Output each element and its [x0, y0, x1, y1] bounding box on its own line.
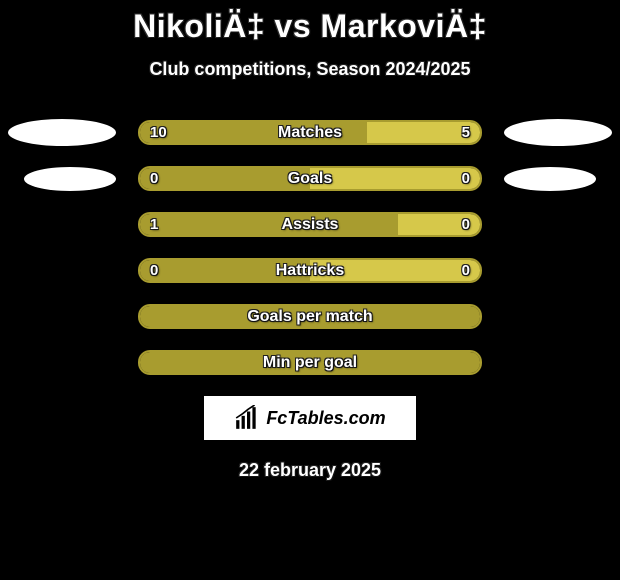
- stat-bar: Min per goal: [138, 350, 482, 375]
- subtitle: Club competitions, Season 2024/2025: [0, 59, 620, 80]
- right-value: 0: [462, 214, 470, 235]
- player-left-ellipse: [8, 119, 116, 146]
- stat-label: Min per goal: [140, 352, 480, 373]
- stat-label: Matches: [140, 122, 480, 143]
- stat-row: Min per goal: [0, 350, 620, 375]
- stat-label: Hattricks: [140, 260, 480, 281]
- footer-logo: FcTables.com: [204, 396, 416, 440]
- player-right-ellipse: [504, 119, 612, 146]
- stat-row: 10Matches5: [0, 120, 620, 145]
- comparison-infographic: NikoliÄ‡ vs MarkoviÄ‡ Club competitions,…: [0, 0, 620, 481]
- stat-bar: 0Goals0: [138, 166, 482, 191]
- stat-bar: 1Assists0: [138, 212, 482, 237]
- logo-text: FcTables.com: [266, 408, 385, 429]
- right-value: 0: [462, 260, 470, 281]
- player-right-ellipse: [504, 167, 596, 191]
- date-label: 22 february 2025: [0, 460, 620, 481]
- stat-bar: 0Hattricks0: [138, 258, 482, 283]
- right-value: 5: [462, 122, 470, 143]
- stat-row: Goals per match: [0, 304, 620, 329]
- right-value: 0: [462, 168, 470, 189]
- stat-row: 0Goals0: [0, 166, 620, 191]
- stat-label: Goals: [140, 168, 480, 189]
- chart-area: 10Matches50Goals01Assists00Hattricks0Goa…: [0, 120, 620, 375]
- stat-label: Goals per match: [140, 306, 480, 327]
- page-title: NikoliÄ‡ vs MarkoviÄ‡: [0, 8, 620, 45]
- stat-label: Assists: [140, 214, 480, 235]
- stat-bar: Goals per match: [138, 304, 482, 329]
- stat-row: 0Hattricks0: [0, 258, 620, 283]
- chart-icon: [234, 405, 260, 431]
- stat-row: 1Assists0: [0, 212, 620, 237]
- stat-bar: 10Matches5: [138, 120, 482, 145]
- player-left-ellipse: [24, 167, 116, 191]
